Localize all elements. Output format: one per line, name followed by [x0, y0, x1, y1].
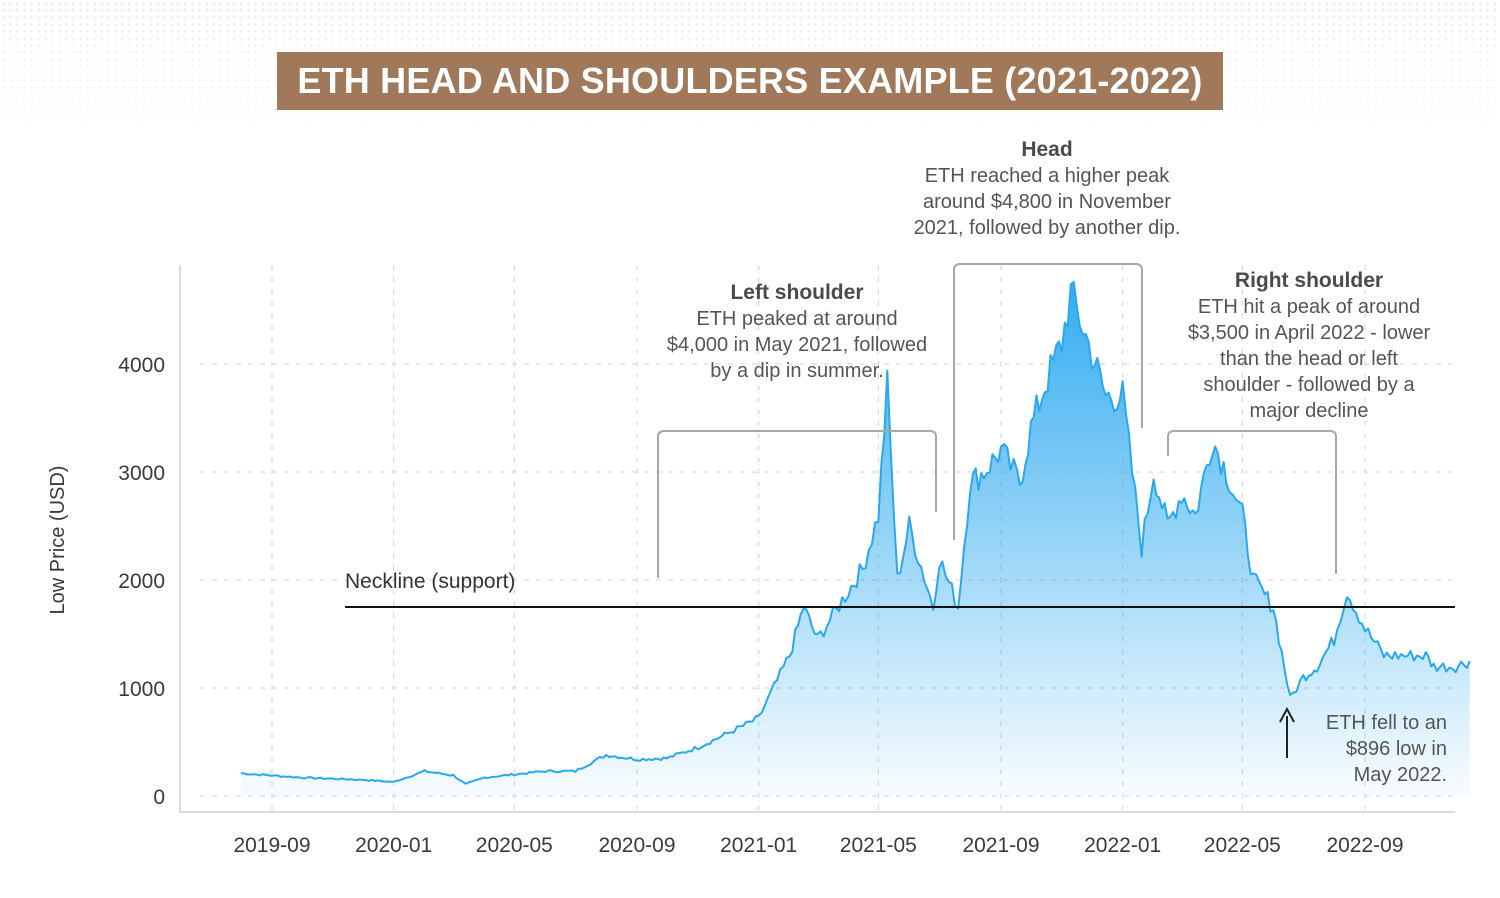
- right-shoulder-annotation-text: major decline: [1250, 400, 1369, 422]
- x-tick-label: 2021-01: [720, 834, 797, 857]
- may-low-annotation-text: $896 low in: [1346, 738, 1447, 760]
- left-shoulder-annotation-text: ETH peaked at around: [696, 308, 897, 330]
- may-low-annotation-text: May 2022.: [1354, 764, 1447, 786]
- y-tick-label: 4000: [118, 354, 165, 377]
- left-shoulder-bracket: [657, 430, 937, 578]
- y-tick-label: 0: [153, 786, 165, 809]
- neckline-group: Neckline (support): [345, 570, 1455, 608]
- head-bracket: [953, 263, 1143, 540]
- annotation-brackets: [657, 263, 1337, 578]
- right-shoulder-bracket: [1167, 430, 1337, 574]
- right-shoulder-annotation-text: $3,500 in April 2022 - lower: [1188, 322, 1431, 344]
- neckline-label: Neckline (support): [345, 570, 515, 593]
- head-annotation-text: 2021, followed by another dip.: [914, 217, 1181, 239]
- right-shoulder-annotation-text: ETH hit a peak of around: [1198, 296, 1420, 318]
- y-tick-label: 3000: [118, 462, 165, 485]
- x-tick-label: 2022-05: [1204, 834, 1281, 857]
- chart-title: ETH HEAD AND SHOULDERS EXAMPLE (2021-202…: [297, 60, 1203, 101]
- x-tick-label: 2022-09: [1326, 834, 1403, 857]
- x-tick-label: 2019-09: [233, 834, 310, 857]
- head-annotation-title: Head: [1021, 138, 1072, 161]
- left-shoulder-annotation-text: $4,000 in May 2021, followed: [667, 334, 927, 356]
- x-tick-label: 2021-05: [840, 834, 917, 857]
- left-shoulder-annotation-text: by a dip in summer.: [710, 360, 883, 382]
- price-series: [241, 280, 1471, 796]
- x-tick-label: 2022-01: [1084, 834, 1161, 857]
- y-axis-label: Low Price (USD): [47, 466, 69, 615]
- x-tick-label: 2020-05: [476, 834, 553, 857]
- price-line: [241, 280, 1471, 785]
- up-arrow-head-icon: [1279, 706, 1295, 723]
- may-low-annotation-text: ETH fell to an: [1326, 712, 1447, 734]
- price-area: [241, 281, 1470, 796]
- head-annotation-text: around $4,800 in November: [923, 191, 1171, 213]
- x-tick-label: 2021-09: [962, 834, 1039, 857]
- x-tick-label: 2020-01: [355, 834, 432, 857]
- axes: 2019-09 2020-01 2020-05 2020-09 2021-01 2021-…: [47, 265, 1455, 857]
- y-tick-label: 2000: [118, 570, 165, 593]
- left-shoulder-annotation-title: Left shoulder: [730, 281, 863, 304]
- right-shoulder-annotation-title: Right shoulder: [1235, 269, 1383, 292]
- right-shoulder-annotation-text: shoulder - followed by a: [1203, 374, 1415, 396]
- annotations: Left shoulder ETH peaked at around $4,000 …: [667, 138, 1447, 786]
- y-tick-label: 1000: [118, 678, 165, 701]
- x-tick-label: 2020-09: [598, 834, 675, 857]
- chart-title-banner: ETH HEAD AND SHOULDERS EXAMPLE (2021-202…: [277, 52, 1223, 110]
- right-shoulder-annotation-text: than the head or left: [1220, 348, 1398, 370]
- head-annotation-text: ETH reached a higher peak: [925, 165, 1171, 187]
